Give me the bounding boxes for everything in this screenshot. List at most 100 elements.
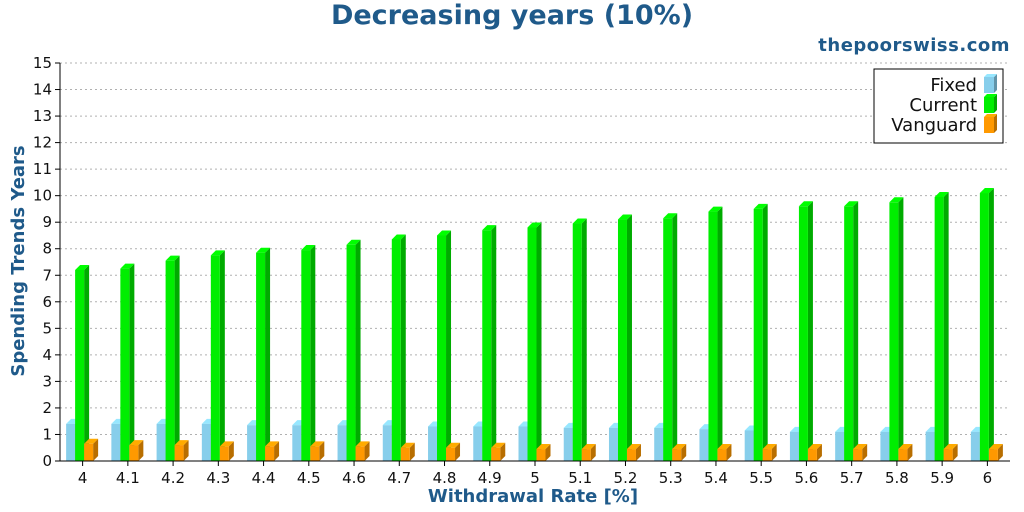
x-tick-label: 5.3 — [659, 469, 683, 487]
x-tick-label: 5.6 — [794, 469, 818, 487]
x-tick-label: 5.9 — [930, 469, 954, 487]
bar-vanguard — [626, 444, 641, 461]
legend-label: Vanguard — [891, 115, 977, 136]
x-tick-label: 4.5 — [297, 469, 321, 487]
bar-current — [527, 222, 542, 461]
bar-vanguard — [446, 442, 461, 461]
bar-vanguard — [265, 441, 280, 461]
x-tick-label: 4.4 — [252, 469, 276, 487]
y-tick-label: 0 — [42, 452, 52, 470]
y-tick-label: 14 — [33, 81, 52, 99]
y-tick-label: 4 — [42, 346, 52, 364]
x-tick-label: 4.9 — [478, 469, 502, 487]
bar-vanguard — [491, 442, 506, 461]
y-tick-label: 11 — [33, 160, 52, 178]
chart-title: Decreasing years (10%) — [330, 0, 694, 31]
legend-swatch — [984, 117, 994, 133]
y-tick-label: 13 — [33, 107, 52, 125]
bar-current — [165, 255, 180, 461]
bar-current — [482, 225, 497, 461]
bar-vanguard — [310, 441, 325, 461]
bar-current — [663, 213, 678, 461]
bar-vanguard — [400, 442, 415, 461]
bar-current — [753, 203, 768, 461]
legend-swatch — [984, 77, 994, 93]
legend-swatch-top — [984, 94, 997, 97]
x-tick-label: 4.2 — [161, 469, 185, 487]
bar-vanguard — [536, 444, 551, 461]
legend-label: Fixed — [930, 75, 977, 96]
bar-current — [934, 191, 949, 461]
legend-label: Current — [909, 95, 977, 116]
x-tick-label: 5.5 — [749, 469, 773, 487]
bar-vanguard — [898, 444, 913, 461]
bar-vanguard — [672, 444, 687, 461]
bar-current — [617, 214, 632, 461]
y-tick-label: 15 — [33, 54, 52, 72]
y-tick-label: 6 — [42, 293, 52, 311]
x-tick-label: 5.8 — [885, 469, 909, 487]
y-tick-label: 12 — [33, 134, 52, 152]
x-tick-labels: 4 4.1 4.2 4.3 4.4 4.5 4.6 4.7 4.8 4.9 5 5.1 5.2 5.3 5.… — [78, 469, 992, 487]
legend-swatch-side — [994, 114, 997, 133]
x-axis-label: Withdrawal Rate [%] — [428, 486, 638, 507]
bar-vanguard — [84, 438, 99, 461]
axes — [55, 62, 1010, 466]
x-tick-label: 4.8 — [433, 469, 457, 487]
y-tick-label: 7 — [42, 266, 52, 284]
x-tick-label: 6 — [983, 469, 993, 487]
chart-subtitle: thepoorswiss.com — [818, 35, 1010, 56]
y-tick-label: 8 — [42, 240, 52, 258]
legend-swatch-top — [984, 74, 997, 77]
x-tick-label: 4.6 — [342, 469, 366, 487]
x-tick-label: 4.7 — [387, 469, 411, 487]
x-tick-label: 4 — [78, 469, 88, 487]
y-tick-label: 3 — [42, 372, 52, 390]
bar-current — [572, 218, 587, 461]
bar-current — [889, 197, 904, 462]
bar-current — [210, 250, 225, 461]
x-tick-label: 4.1 — [116, 469, 140, 487]
y-tick-label: 10 — [33, 187, 52, 205]
y-tick-label: 9 — [42, 213, 52, 231]
y-tick-label: 1 — [42, 425, 52, 443]
bar-vanguard — [174, 440, 189, 461]
legend-item: Current — [909, 94, 997, 116]
legend-item: Vanguard — [891, 114, 997, 136]
legend-swatch-top — [984, 114, 997, 117]
x-tick-label: 5.4 — [704, 469, 728, 487]
legend-swatch-side — [994, 74, 997, 93]
y-axis-label: Spending Trends Years — [8, 145, 29, 376]
x-tick-label: 5.1 — [568, 469, 592, 487]
bar-current — [120, 263, 135, 461]
bar-vanguard — [762, 444, 777, 461]
bar-vanguard — [717, 444, 732, 461]
bars — [66, 188, 1003, 462]
bar-current — [844, 201, 859, 461]
bar-vanguard — [943, 444, 958, 461]
legend-item: Fixed — [930, 74, 997, 96]
x-tick-label: 5 — [530, 469, 540, 487]
bar-current — [798, 201, 813, 461]
bar-current — [75, 264, 90, 461]
bar-current — [437, 230, 452, 461]
bar-vanguard — [807, 444, 822, 461]
bar-vanguard — [355, 441, 370, 461]
bar-vanguard — [988, 444, 1003, 461]
legend-swatch — [984, 97, 994, 113]
bar-vanguard — [581, 444, 596, 461]
y-tick-label: 5 — [42, 319, 52, 337]
legend-box — [873, 68, 1004, 144]
y-tick-label: 2 — [42, 399, 52, 417]
bar-current — [708, 206, 723, 461]
bar-current — [301, 245, 316, 461]
bar-vanguard — [219, 441, 234, 461]
x-tick-label: 4.3 — [206, 469, 230, 487]
bar-vanguard — [853, 444, 868, 461]
bar-current — [256, 247, 271, 461]
bar-current — [391, 234, 406, 461]
legend-swatch-side — [994, 94, 997, 113]
